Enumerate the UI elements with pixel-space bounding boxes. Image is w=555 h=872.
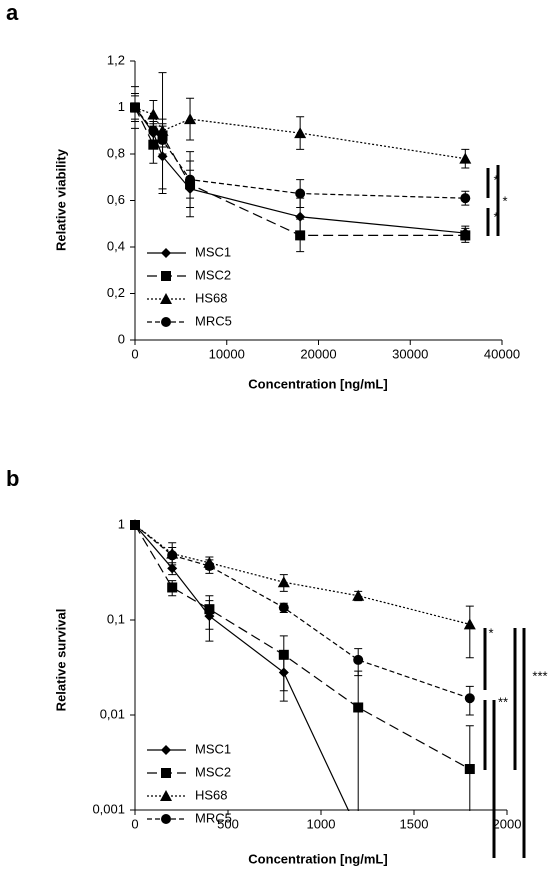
marker: [147, 108, 160, 120]
plot-area: [130, 72, 472, 253]
marker: [353, 702, 364, 713]
marker: [278, 602, 289, 613]
x-tick-label: 0: [131, 816, 138, 831]
marker: [161, 745, 171, 755]
significance-label: *: [493, 209, 498, 224]
marker: [278, 649, 289, 660]
y-tick-label: 0,2: [107, 285, 125, 300]
marker: [460, 230, 471, 241]
y-tick-label: 0,1: [107, 611, 125, 626]
y-tick-label: 0,4: [107, 238, 125, 253]
marker: [160, 293, 172, 304]
x-tick-label: 2000: [493, 816, 522, 831]
plot-area: [130, 519, 476, 836]
marker: [184, 113, 197, 125]
marker: [161, 814, 171, 824]
x-tick-label: 40000: [484, 346, 520, 361]
significance-label: *: [493, 172, 498, 187]
x-tick-label: 10000: [209, 346, 245, 361]
panel-label: b: [6, 466, 19, 491]
marker: [463, 618, 476, 630]
legend-label: MSC2: [195, 267, 231, 282]
legend-label: HS68: [195, 787, 228, 802]
marker: [148, 139, 159, 150]
x-tick-label: 1000: [307, 816, 336, 831]
y-tick-label: 1,2: [107, 52, 125, 67]
y-tick-label: 0,001: [92, 801, 125, 816]
marker: [277, 576, 290, 588]
y-tick-label: 0,8: [107, 145, 125, 160]
marker: [167, 550, 178, 561]
marker: [353, 654, 364, 665]
marker: [295, 188, 306, 199]
y-axis-label: Relative viability: [53, 148, 68, 251]
y-tick-label: 0,6: [107, 192, 125, 207]
error-bar: [279, 635, 288, 692]
marker: [130, 102, 140, 113]
legend-label: MRC5: [195, 313, 232, 328]
y-tick-label: 0,01: [100, 706, 125, 721]
marker: [148, 125, 159, 136]
legend-label: MSC1: [195, 244, 231, 259]
legend-label: HS68: [195, 290, 228, 305]
error-bar: [465, 725, 474, 811]
marker: [161, 271, 171, 281]
x-tick-label: 20000: [300, 346, 336, 361]
marker: [459, 152, 472, 164]
x-tick-label: 0: [131, 346, 138, 361]
legend-label: MRC5: [195, 810, 232, 825]
significance-label: *: [488, 625, 493, 640]
marker: [161, 248, 171, 258]
marker: [352, 589, 365, 601]
legend-label: MSC1: [195, 741, 231, 756]
marker: [130, 520, 140, 530]
significance-label: ***: [532, 668, 547, 683]
x-tick-label: 30000: [392, 346, 428, 361]
panel-label: a: [6, 0, 19, 25]
series-line: [134, 524, 470, 625]
x-tick-label: 500: [217, 816, 239, 831]
marker: [157, 135, 168, 146]
marker: [464, 693, 475, 704]
marker: [185, 174, 196, 185]
y-tick-label: 1: [118, 99, 125, 114]
marker: [353, 826, 363, 836]
marker: [294, 127, 307, 139]
marker: [295, 230, 306, 241]
marker: [204, 561, 215, 572]
legend-label: MSC2: [195, 764, 231, 779]
series-line: [134, 106, 466, 160]
y-axis-label: Relative survival: [53, 609, 68, 712]
marker: [161, 317, 171, 327]
marker: [167, 582, 178, 593]
marker: [161, 768, 171, 778]
error-bar: [354, 670, 363, 811]
marker: [204, 604, 215, 615]
series-line: [134, 524, 470, 699]
x-axis-label: Concentration [ng/mL]: [248, 376, 387, 391]
marker: [464, 764, 475, 775]
error-bar: [465, 605, 474, 659]
series-line: [134, 524, 471, 770]
significance-label: *: [502, 193, 507, 208]
significance-label: **: [498, 694, 508, 709]
x-tick-label: 1500: [400, 816, 429, 831]
y-tick-label: 1: [118, 516, 125, 531]
series-line: [134, 524, 350, 811]
x-axis-label: Concentration [ng/mL]: [248, 851, 387, 866]
marker: [460, 193, 471, 204]
y-tick-label: 0: [118, 331, 125, 346]
marker: [160, 790, 172, 801]
